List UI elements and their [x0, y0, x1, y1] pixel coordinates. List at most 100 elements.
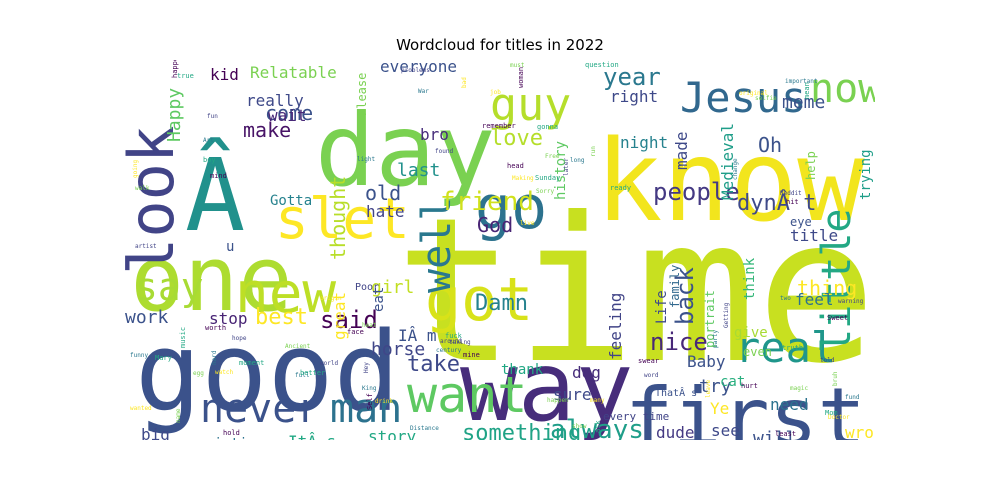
word-84: IÂ m [398, 326, 437, 345]
word-67: right [610, 87, 658, 106]
word-35: always [550, 415, 644, 440]
word-24: friend [440, 187, 534, 217]
word-59: big [141, 425, 170, 440]
word-97: eye [790, 215, 812, 229]
small-word-67: found [435, 148, 453, 155]
small-word-76: happen [547, 397, 569, 404]
word-37: Damn [475, 291, 528, 316]
small-word-39: Mom [825, 409, 838, 417]
word-55: stop [209, 309, 248, 328]
small-word-11: wanted [130, 405, 152, 412]
small-word-36: hurt [741, 382, 758, 390]
small-word-81: truth [782, 344, 803, 352]
word-64: need [770, 395, 809, 414]
small-word-60: woman [517, 67, 525, 88]
word-74: family [668, 265, 682, 308]
small-word-43: warning [838, 298, 864, 305]
small-word-86: two [780, 295, 791, 302]
small-word-3: boy [203, 156, 216, 164]
small-word-8: funny [130, 352, 148, 359]
word-82: dog [572, 363, 601, 382]
word-30: said [320, 306, 378, 334]
word-11: got [425, 265, 533, 335]
word-51: hate [366, 202, 405, 221]
word-45: everyone [380, 60, 457, 76]
small-word-15: music [179, 327, 187, 348]
word-68: night [620, 133, 668, 152]
word-93: portrait [703, 290, 717, 348]
small-word-40: bruh [832, 371, 839, 386]
word-46: Relatable [250, 63, 337, 82]
word-92: even [743, 345, 772, 359]
small-word-31: around [440, 338, 462, 345]
word-14: now [810, 66, 875, 112]
small-word-21: moment [239, 359, 264, 367]
small-word-10: name [175, 408, 182, 423]
word-56: ItÂ s [288, 432, 336, 440]
word-94: every time [603, 410, 669, 423]
small-word-16: egg [193, 370, 204, 377]
small-word-73: taking [449, 339, 471, 346]
small-word-22: Ancient [285, 343, 311, 350]
word-41: Oh [758, 133, 782, 157]
word-27: dynÂ t [737, 190, 816, 216]
word-21: little [814, 209, 860, 354]
small-word-71: live [520, 220, 535, 227]
word-42: last [397, 160, 440, 181]
small-word-23: origin [320, 295, 342, 302]
small-word-33: fuck [445, 332, 463, 340]
word-87: u [226, 239, 234, 255]
small-word-14: full [295, 372, 310, 379]
word-33: thing [797, 276, 857, 300]
word-10: go [475, 173, 547, 243]
word-36: something [462, 421, 581, 440]
small-word-1: fun [207, 113, 218, 120]
word-76: title [790, 226, 838, 245]
small-word-47: original [739, 90, 768, 97]
small-word-28: heat [362, 322, 377, 329]
word-65: feel [795, 290, 834, 309]
word-25: people [653, 178, 740, 206]
small-word-75: ask [594, 420, 602, 433]
word-34: take [407, 352, 460, 377]
small-word-38: fund [845, 394, 860, 401]
word-15: guy [490, 78, 571, 131]
small-word-50: change [732, 158, 739, 180]
small-word-65: bad [461, 77, 468, 88]
word-63: wrong [845, 423, 875, 440]
word-26: year [603, 63, 661, 91]
small-word-25: Hey [363, 362, 370, 373]
small-word-84: least [775, 430, 796, 438]
word-40: make [243, 118, 291, 142]
small-word-24: face [347, 328, 364, 336]
word-39: come [265, 101, 313, 125]
word-0: time [395, 175, 875, 408]
word-4: way [460, 331, 633, 440]
word-91: give [734, 325, 768, 341]
word-57: story [368, 427, 417, 440]
small-word-53: Making [512, 175, 534, 182]
small-word-56: long [570, 157, 585, 164]
chart-title: Wordcloud for titles in 2022 [396, 36, 604, 54]
small-word-5: going [132, 160, 139, 178]
word-75: think [742, 257, 758, 300]
small-word-13: world [320, 360, 338, 367]
small-word-34: show [572, 423, 587, 430]
word-69: made [672, 131, 691, 170]
small-word-55: later [563, 158, 570, 176]
small-word-29: drink [375, 398, 393, 405]
small-word-7: artist [135, 243, 157, 250]
word-28: back [671, 267, 699, 325]
word-50: bro [420, 125, 449, 144]
word-2: good [135, 308, 400, 436]
word-1: know [595, 117, 865, 247]
word-72: feeling [606, 293, 625, 360]
word-70: Medieval [718, 123, 737, 200]
small-word-68: light [357, 156, 375, 163]
word-96: Please [355, 73, 369, 116]
small-word-69: gonna [537, 123, 558, 131]
word-61: see [711, 421, 740, 440]
small-word-77: many [590, 397, 605, 404]
